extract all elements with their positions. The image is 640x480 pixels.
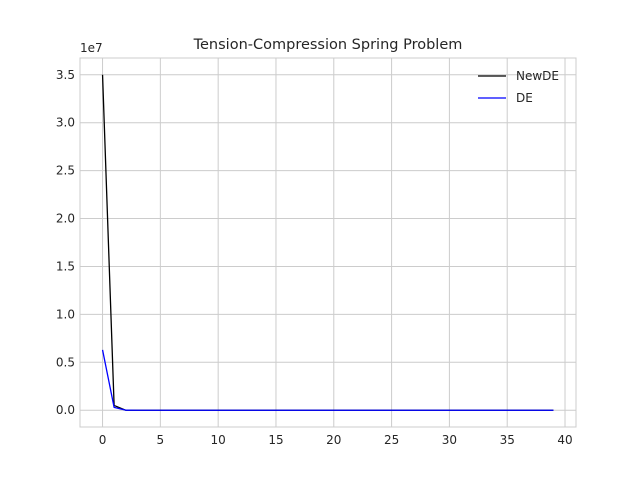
x-tick-label: 0 — [99, 433, 107, 447]
x-tick-label: 10 — [211, 433, 226, 447]
legend: NewDE DE — [478, 69, 559, 105]
legend-label-de: DE — [516, 91, 533, 105]
x-axis-tick-labels: 0 5 10 15 20 25 30 35 40 — [99, 433, 573, 447]
y-tick-label: 2.5 — [56, 164, 75, 178]
x-tick-label: 20 — [326, 433, 341, 447]
y-axis-tick-labels: 0.0 0.5 1.0 1.5 2.0 2.5 3.0 3.5 — [56, 68, 75, 417]
x-tick-label: 25 — [384, 433, 399, 447]
x-tick-label: 35 — [500, 433, 515, 447]
y-tick-label: 1.5 — [56, 259, 75, 273]
y-tick-label: 1.0 — [56, 307, 75, 321]
x-tick-label: 15 — [268, 433, 283, 447]
x-tick-label: 30 — [442, 433, 457, 447]
y-tick-label: 3.0 — [56, 116, 75, 130]
y-tick-label: 0.5 — [56, 355, 75, 369]
legend-label-newde: NewDE — [516, 69, 559, 83]
y-tick-label: 2.0 — [56, 212, 75, 226]
plot-area-frame — [79, 57, 577, 428]
x-tick-label: 40 — [557, 433, 572, 447]
chart-title: Tension-Compression Spring Problem — [193, 37, 463, 53]
series-lines — [101, 74, 554, 411]
y-offset-label: 1e7 — [80, 41, 103, 55]
series-line-de — [101, 349, 554, 411]
y-tick-label: 3.5 — [56, 68, 75, 82]
x-tick-label: 5 — [157, 433, 165, 447]
y-tick-label: 0.0 — [56, 403, 75, 417]
